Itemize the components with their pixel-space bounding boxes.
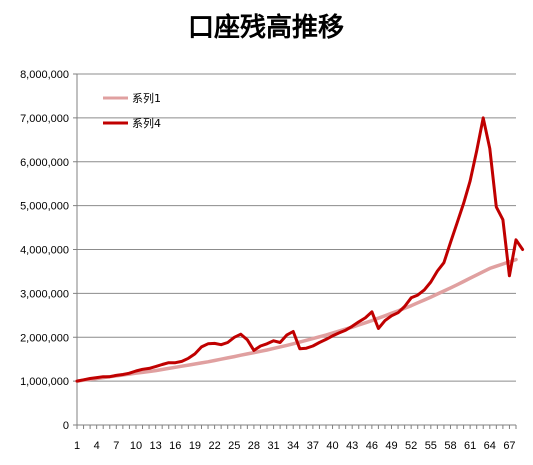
x-tick-label: 13 — [150, 440, 162, 452]
y-tick-label: 3,000,000 — [20, 288, 69, 300]
axes — [73, 73, 517, 429]
y-tick-label: 2,000,000 — [20, 332, 69, 344]
x-tick-label: 52 — [405, 440, 417, 452]
x-tick-label: 61 — [464, 440, 476, 452]
x-tick-label: 31 — [267, 440, 279, 452]
y-tick-label: 7,000,000 — [20, 113, 69, 125]
x-tick-label: 7 — [113, 440, 119, 452]
x-tick-label: 46 — [366, 440, 378, 452]
y-tick-labels: 0 1,000,000 2,000,000 3,000,000 4,000,000 5,0… — [20, 69, 69, 432]
x-tick-label: 34 — [287, 440, 299, 452]
series-line-4 — [75, 116, 525, 383]
y-tick-label: 6,000,000 — [20, 157, 69, 169]
x-tick-labels: 1 4 7 10 13 16 19 22 25 28 31 34 37 40 43 46 49 52 55 58 61 6… — [74, 440, 516, 452]
gridlines — [77, 73, 516, 382]
y-tick-label: 0 — [63, 420, 69, 432]
x-tick-label: 40 — [326, 440, 338, 452]
x-tick-label: 58 — [444, 440, 456, 452]
legend-label-series-1: 系列1 — [132, 91, 161, 105]
x-tick-label: 1 — [74, 440, 80, 452]
x-tick-label: 37 — [307, 440, 319, 452]
y-tick-label: 8,000,000 — [20, 69, 69, 81]
x-tick-label: 22 — [208, 440, 220, 452]
y-tick-label: 1,000,000 — [20, 376, 69, 388]
x-tick-label: 28 — [248, 440, 260, 452]
x-tick-label: 19 — [189, 440, 201, 452]
series-line-1 — [75, 257, 518, 383]
x-tick-label: 4 — [94, 440, 100, 452]
legend: 系列1 系列4 — [103, 91, 161, 130]
chart-title: 口座残高推移 — [188, 12, 344, 43]
x-tick-label: 64 — [484, 440, 496, 452]
legend-label-series-4: 系列4 — [132, 116, 161, 130]
x-tick-label: 49 — [385, 440, 397, 452]
x-tick-label: 16 — [169, 440, 181, 452]
x-tick-label: 25 — [228, 440, 240, 452]
x-tick-label: 10 — [130, 440, 142, 452]
x-tick-label: 67 — [503, 440, 515, 452]
x-tick-label: 43 — [346, 440, 358, 452]
x-tick-label: 55 — [425, 440, 437, 452]
series-lines — [75, 116, 525, 383]
y-tick-label: 5,000,000 — [20, 201, 69, 213]
y-tick-label: 4,000,000 — [20, 245, 69, 257]
